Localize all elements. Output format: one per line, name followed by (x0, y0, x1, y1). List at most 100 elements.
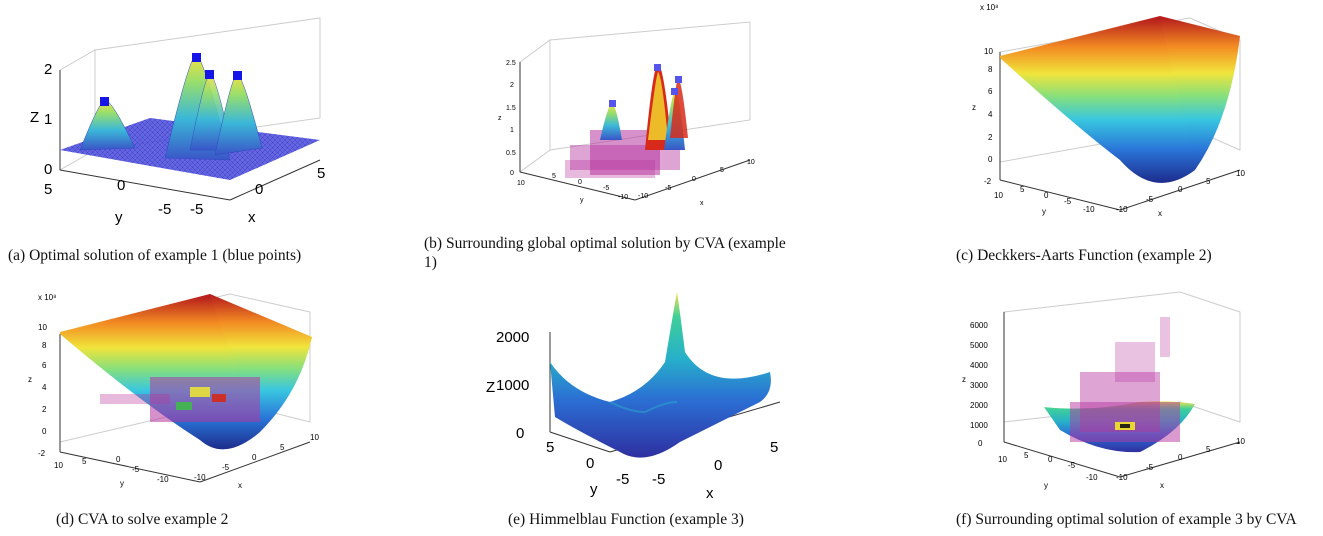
x-tick-a-1: 0 (255, 181, 263, 198)
y-tick-e-2: -5 (616, 471, 629, 488)
y-tick-f-4: -10 (1086, 473, 1098, 482)
x-tick-d-4: 10 (310, 433, 319, 442)
z-tick-f-0: 0 (978, 439, 983, 448)
plot-b: 0 0.5 1 1.5 2 2.5 z 10 5 0 -5 -10 y -10 … (498, 21, 755, 207)
x-tick-e-0: -5 (652, 471, 665, 488)
plot-e: 0 1000 2000 Z 5 0 -5 y -5 0 5 x (486, 292, 781, 502)
peak-b-2-core (648, 72, 668, 140)
optimum-marker-b-3 (671, 88, 678, 95)
z-tick-b-2: 1 (510, 127, 514, 134)
optimum-marker-b-1 (609, 100, 616, 107)
x-label-a: x (248, 209, 256, 226)
z-tick-c-1: 0 (988, 155, 993, 164)
y-tick-c-4: -10 (1083, 205, 1095, 214)
caption-e: (e) Himmelblau Function (example 3) (508, 511, 744, 528)
y-tick-b-3: -5 (603, 185, 609, 192)
z-tick-d-1: 0 (42, 427, 47, 436)
z-tick-d-6: 10 (38, 323, 47, 332)
optimum-marker-b-2 (654, 64, 661, 71)
x-tick-e-2: 5 (770, 439, 778, 456)
y-tick-b-4: -10 (618, 194, 628, 201)
z-tick-c-6: 10 (984, 47, 993, 56)
x-axis-b (519, 171, 636, 201)
x-tick-d-0: -10 (194, 473, 206, 482)
y-tick-b-1: 5 (552, 173, 556, 180)
y-tick-a-0: 5 (44, 181, 52, 198)
plot-c: x 10⁸ -2 0 2 4 6 8 10 z 10 5 0 -5 -10 y … (972, 3, 1245, 218)
y-tick-d-4: -10 (157, 475, 169, 484)
z-exp-c: x 10⁸ (980, 3, 999, 12)
z-tick-c-3: 4 (988, 110, 993, 119)
caption-c: (c) Deckkers-Aarts Function (example 2) (956, 247, 1212, 264)
z-tick-c-5: 8 (988, 65, 993, 74)
z-tick-d-0: -2 (38, 449, 46, 458)
z-tick-e-1: 1000 (496, 377, 529, 394)
x-tick-e-1: 0 (714, 457, 722, 474)
panel-a: 0 1 2 Z 5 0 -5 y -5 0 5 x (a) Optimal so… (0, 0, 400, 270)
z-tick-c-4: 6 (988, 87, 993, 96)
z-tick-f-4: 4000 (970, 361, 988, 370)
particle-cloud-d (100, 377, 260, 422)
z-tick-b-5: 2.5 (506, 60, 516, 67)
z-tick-d-2: 2 (42, 405, 47, 414)
y-tick-d-1: 5 (82, 457, 87, 466)
z-tick-a-2: 2 (44, 61, 52, 78)
y-tick-a-2: -5 (158, 201, 171, 218)
x-tick-b-0: -10 (638, 193, 648, 200)
x-tick-b-1: -5 (665, 185, 671, 192)
peak-b-4 (670, 78, 688, 138)
x-label-c: x (1158, 209, 1162, 218)
z-tick-e-2: 2000 (496, 329, 529, 346)
y-tick-b-2: 0 (578, 179, 582, 186)
caption-b-line2: 1) (424, 254, 437, 271)
y-label-a: y (115, 209, 123, 226)
caption-d: (d) CVA to solve example 2 (56, 511, 229, 528)
x-label-f: x (1160, 481, 1164, 490)
x-tick-d-1: -5 (222, 463, 230, 472)
z-label-a: Z (30, 109, 39, 126)
x-axis-c (999, 179, 1121, 211)
z-exp-d: x 10⁸ (38, 293, 57, 302)
side-wall-b (519, 39, 551, 173)
z-tick-b-1: 0.5 (506, 150, 516, 157)
y-axis-b (634, 159, 751, 201)
panel-c: x 10⁸ -2 0 2 4 6 8 10 z 10 5 0 -5 -10 y … (940, 0, 1323, 270)
x-tick-f-1: -5 (1146, 463, 1154, 472)
y-axis-c (1119, 169, 1241, 211)
y-axis-d (199, 441, 311, 483)
y-tick-d-2: 0 (116, 455, 121, 464)
y-tick-e-1: 0 (586, 455, 594, 472)
x-tick-f-0: -10 (1116, 473, 1128, 482)
z-tick-f-2: 2000 (970, 401, 988, 410)
optimum-marker-2 (192, 53, 201, 62)
surface-e-ridge (609, 401, 678, 414)
y-label-f: y (1044, 481, 1048, 490)
z-tick-b-3: 1.5 (506, 105, 516, 112)
z-tick-f-1: 1000 (970, 421, 988, 430)
plot-a: 0 1 2 Z 5 0 -5 y -5 0 5 x (30, 17, 325, 226)
panel-e: 0 1000 2000 Z 5 0 -5 y -5 0 5 x (e) Himm… (470, 282, 870, 536)
y-label-c: y (1042, 207, 1046, 216)
z-tick-f-3: 3000 (970, 381, 988, 390)
x-tick-f-4: 10 (1236, 437, 1245, 446)
z-tick-e-0: 0 (516, 425, 524, 442)
x-tick-d-3: 5 (280, 443, 285, 452)
z-tick-f-5: 5000 (970, 341, 988, 350)
surface-e (550, 292, 771, 458)
x-tick-c-2: 0 (1178, 185, 1183, 194)
x-label-e: x (706, 485, 714, 502)
x-tick-c-3: 5 (1206, 177, 1211, 186)
y-tick-f-2: 0 (1048, 455, 1053, 464)
z-label-e: Z (486, 379, 495, 396)
x-tick-b-4: 10 (747, 159, 755, 166)
y-tick-c-0: 10 (994, 191, 1003, 200)
caption-a: (a) Optimal solution of example 1 (blue … (8, 247, 302, 264)
y-tick-b-0: 10 (517, 180, 525, 187)
y-tick-f-3: -5 (1068, 461, 1076, 470)
z-tick-d-3: 4 (42, 383, 47, 392)
caption-f: (f) Surrounding optimal solution of exam… (956, 511, 1297, 528)
x-tick-b-2: 0 (692, 176, 696, 183)
peak-1 (79, 99, 136, 151)
optimum-marker-1 (100, 97, 109, 106)
y-label-b: y (580, 197, 584, 204)
